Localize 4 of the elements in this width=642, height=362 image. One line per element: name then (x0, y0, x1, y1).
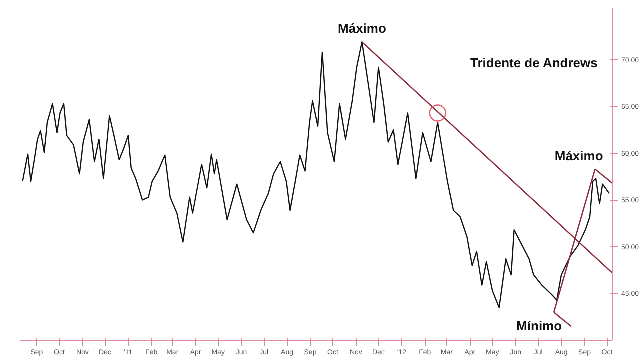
annotation: Tridente de Andrews (470, 56, 598, 70)
annotation: Máximo (338, 21, 386, 36)
annotation: Máximo (554, 148, 604, 164)
annotation: Mínimo (516, 318, 562, 334)
